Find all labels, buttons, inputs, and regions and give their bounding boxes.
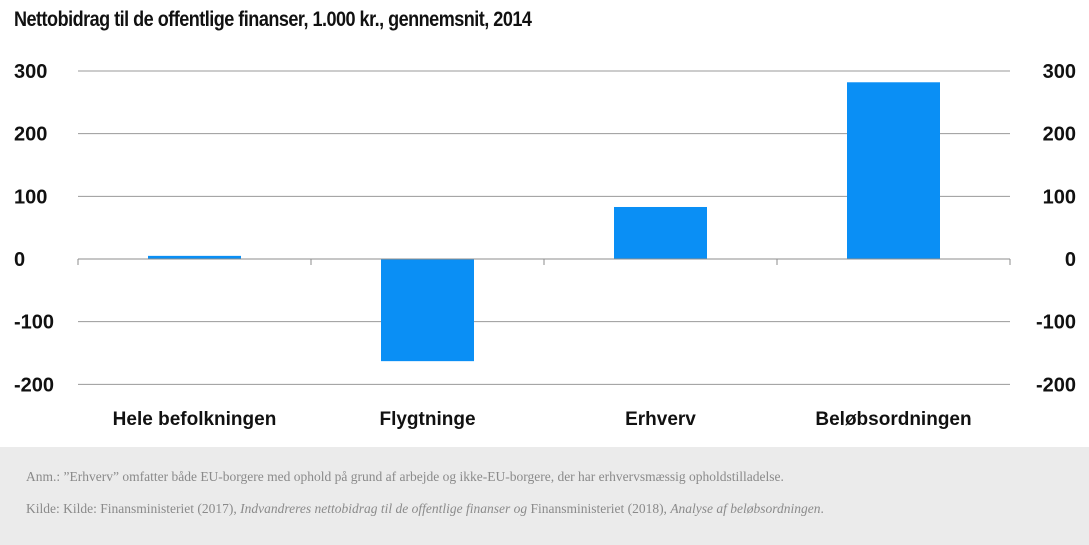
chart-title: Nettobidrag til de offentlige finanser, … (14, 8, 532, 31)
y-tick-label-left: 300 (14, 61, 47, 83)
y-tick-label-left: -100 (14, 312, 54, 334)
y-axis-right: 300 200 100 0 -100 -200 (1036, 61, 1076, 396)
y-tick-label-right: -100 (1036, 312, 1076, 334)
note-kilde-title-1: Indvandreres nettobidrag til de offentli… (240, 501, 511, 516)
note-kilde-prefix: Kilde: Kilde: Finansministeriet (2017), (26, 501, 237, 516)
bar (148, 255, 241, 259)
y-tick-label-right: -200 (1036, 374, 1076, 396)
note-kilde-source-2: Finansministeriet (2018), (530, 501, 667, 516)
category-label: Hele befolkningen (113, 409, 277, 430)
bar (614, 206, 707, 259)
bar-chart: 300 200 100 0 -100 -200 300 200 100 0 -100 -200 He… (14, 61, 1076, 430)
category-label: Beløbsordningen (815, 409, 971, 430)
y-tick-label-left: 0 (14, 249, 25, 271)
note-kilde-mid: og (513, 501, 528, 516)
note-kilde: Kilde: Kilde: Finansministeriet (2017), … (26, 501, 1089, 517)
y-tick-label-left: 200 (14, 124, 47, 146)
x-axis (77, 258, 1011, 265)
note-kilde-end: . (820, 501, 824, 516)
bar (381, 259, 474, 362)
y-tick-label-left: 100 (14, 186, 47, 208)
notes-panel: Anm.: ”Erhverv” omfatter både EU-borgere… (0, 447, 1089, 545)
y-tick-label-right: 300 (1043, 61, 1076, 83)
y-axis-left: 300 200 100 0 -100 -200 (14, 61, 54, 396)
bar (847, 82, 940, 259)
note-anm-prefix: Anm.: (26, 469, 61, 484)
y-tick-label-right: 0 (1065, 249, 1076, 271)
category-label: Flygtninge (379, 409, 475, 430)
bars (148, 82, 940, 362)
y-tick-label-right: 100 (1043, 186, 1076, 208)
note-anm-text: ”Erhverv” omfatter både EU-borgere med o… (63, 469, 784, 484)
y-tick-label-right: 200 (1043, 124, 1076, 146)
note-anm: Anm.: ”Erhverv” omfatter både EU-borgere… (26, 469, 1089, 485)
y-tick-label-left: -200 (14, 374, 54, 396)
category-label: Erhverv (625, 409, 696, 430)
category-labels: Hele befolkningen Flygtninge Erhverv Beløbs… (113, 409, 972, 430)
note-kilde-title-2: Analyse af beløbsordningen (670, 501, 821, 516)
